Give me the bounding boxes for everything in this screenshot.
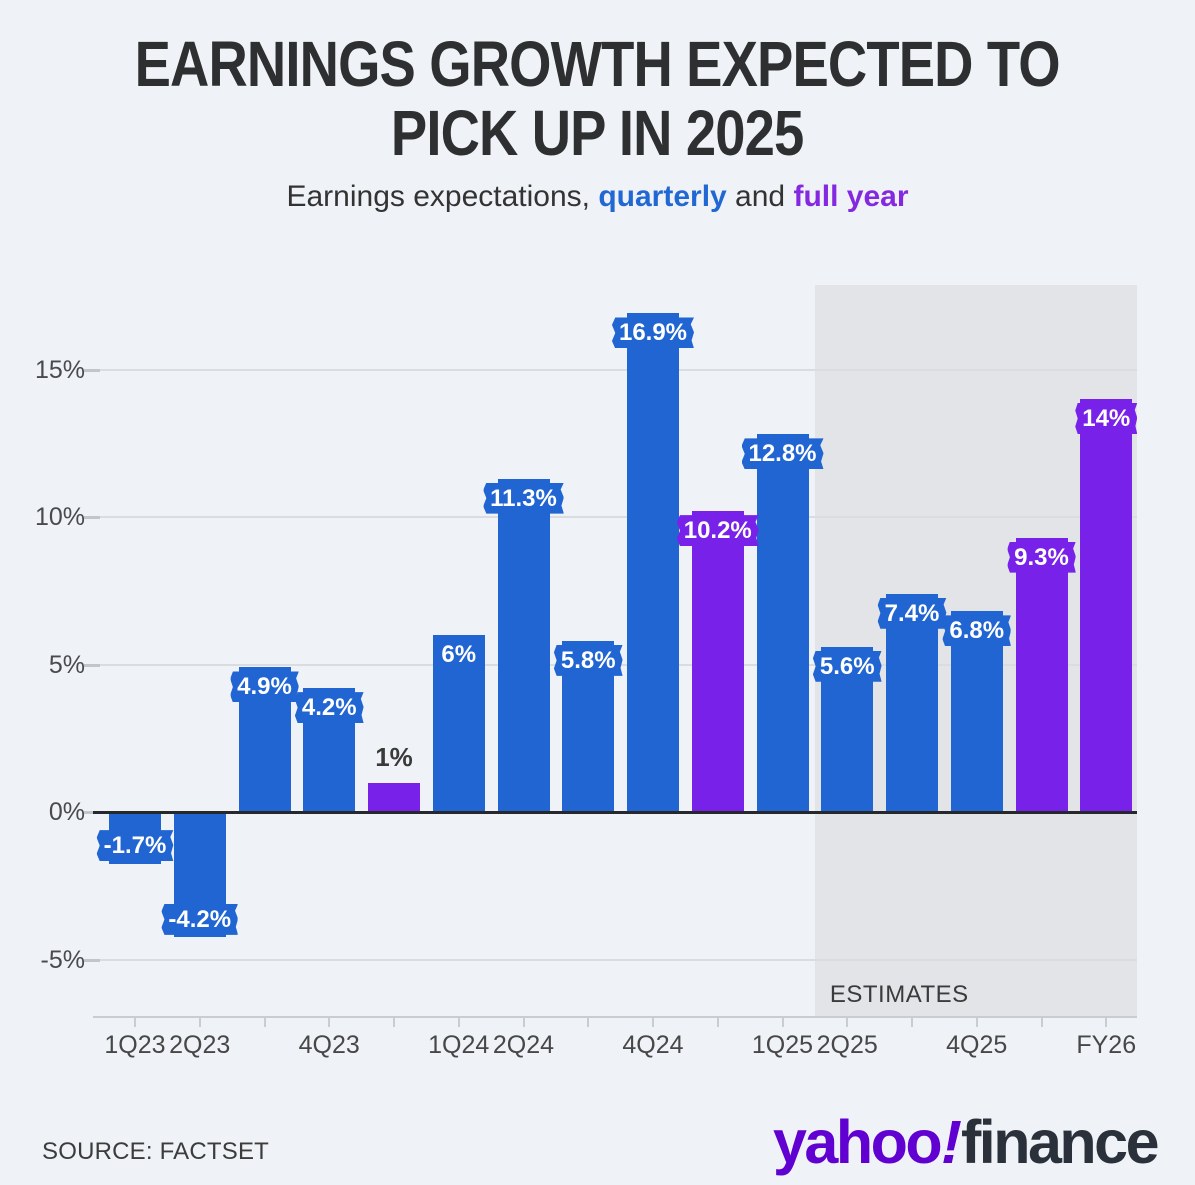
x-tick-mark [975, 1018, 978, 1027]
y-tick-mark [84, 663, 100, 667]
value-label-FY24: 10.2% [676, 515, 759, 547]
title-line-1: EARNINGS GROWTH EXPECTED TO [134, 28, 1061, 100]
page-title: EARNINGS GROWTH EXPECTED TO PICK UP IN 2… [0, 30, 1195, 168]
y-axis-label: -5% [40, 945, 85, 974]
x-tick-mark [134, 1018, 136, 1027]
value-label-3Q25: 7.4% [877, 597, 947, 629]
value-label-FY23: 1% [375, 741, 413, 772]
y-tick-mark [84, 368, 100, 372]
x-tick-mark [911, 1018, 913, 1027]
bar-FY25 [1015, 537, 1068, 812]
x-tick-mark [263, 1018, 266, 1027]
x-axis-label-1Q24: 1Q24 [428, 1031, 490, 1059]
value-label-1Q24: 6% [434, 639, 484, 670]
bar-FY24 [691, 511, 744, 812]
value-label-4Q25: 6.8% [942, 615, 1012, 647]
value-label-3Q24: 5.8% [553, 644, 623, 676]
x-tick-mark [522, 1018, 525, 1027]
x-axis-label-4Q23: 4Q23 [298, 1031, 360, 1059]
x-tick-mark [198, 1018, 201, 1027]
x-axis-label-2Q25: 2Q25 [816, 1031, 878, 1059]
y-tick-mark [84, 516, 100, 519]
x-tick-mark [1105, 1018, 1108, 1027]
y-tick-mark [84, 958, 100, 962]
value-label-1Q23: -1.7% [96, 830, 174, 862]
logo-yahoo-text: yahoo [772, 1108, 943, 1176]
x-tick-mark [587, 1018, 590, 1027]
zero-baseline [93, 810, 1137, 814]
page-title-text: EARNINGS GROWTH EXPECTED TO PICK UP IN 2… [134, 28, 1061, 169]
estimates-caption: ESTIMATES [829, 981, 969, 1008]
x-tick-mark [846, 1018, 849, 1027]
bar-FY23 [368, 782, 420, 812]
x-tick-mark [781, 1018, 784, 1027]
value-label-2Q23: -4.2% [161, 903, 239, 935]
value-label-1Q25: 12.8% [741, 438, 824, 470]
x-axis-label-4Q25: 4Q25 [946, 1031, 1008, 1059]
y-axis-label: 15% [34, 355, 85, 384]
bar-3Q25 [886, 593, 938, 812]
value-label-FY25: 9.3% [1007, 541, 1076, 573]
y-axis-label: 10% [34, 503, 85, 531]
x-axis-line [93, 1016, 1137, 1018]
y-tick-mark [84, 811, 100, 814]
x-axis-label-1Q25: 1Q25 [751, 1031, 814, 1059]
bar-2Q24 [497, 478, 550, 812]
x-axis-label-2Q23: 2Q23 [169, 1031, 231, 1059]
y-gridline [93, 516, 1137, 518]
yahoo-finance-logo: yahoo!finance [772, 1108, 1160, 1176]
value-label-3Q23: 4.9% [230, 671, 299, 703]
value-label-FY26: 14% [1075, 403, 1138, 434]
x-tick-mark [716, 1018, 719, 1027]
title-line-2: PICK UP IN 2025 [391, 97, 804, 169]
y-axis-label: 5% [48, 650, 85, 679]
source-credit: SOURCE: FACTSET [42, 1138, 270, 1165]
bar-4Q24 [627, 313, 679, 812]
value-label-4Q24: 16.9% [611, 317, 695, 349]
x-axis-label-2Q24: 2Q24 [492, 1031, 555, 1059]
x-axis-label-1Q23: 1Q23 [104, 1031, 166, 1059]
chart-subtitle: Earnings expectations, quarterly and ful… [0, 180, 1195, 214]
logo-finance-text: finance [960, 1108, 1160, 1176]
x-tick-mark [652, 1018, 654, 1027]
x-tick-mark [1040, 1018, 1043, 1027]
y-gridline [93, 368, 1137, 371]
bar-1Q25 [756, 434, 809, 812]
value-label-2Q25: 5.6% [812, 650, 882, 682]
y-gridline [93, 958, 1137, 961]
legend-full-year: full year [793, 180, 909, 213]
value-label-4Q23: 4.2% [294, 692, 364, 724]
legend-quarterly: quarterly [598, 180, 727, 213]
x-axis-label-4Q24: 4Q24 [622, 1031, 684, 1059]
subtitle-prefix: Earnings expectations, [286, 180, 599, 213]
y-axis-label: 0% [48, 798, 85, 826]
x-tick-mark [393, 1018, 395, 1027]
value-label-2Q24: 11.3% [483, 482, 564, 514]
x-axis-label-FY26: FY26 [1076, 1031, 1137, 1059]
subtitle-and: and [726, 180, 794, 213]
x-tick-mark [328, 1018, 331, 1027]
x-tick-mark [457, 1018, 460, 1027]
bar-FY26 [1080, 399, 1133, 812]
